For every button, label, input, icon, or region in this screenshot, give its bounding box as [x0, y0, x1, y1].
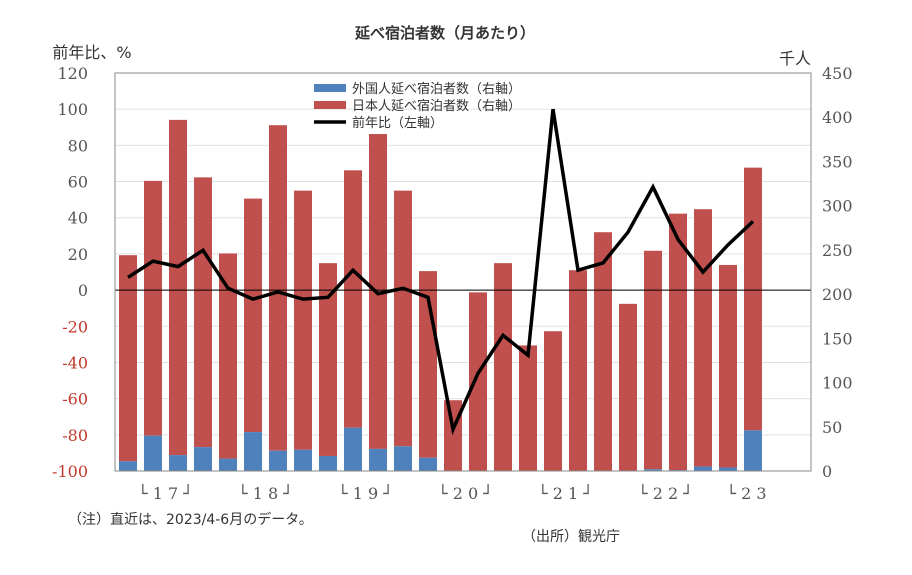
bar-foreign [744, 430, 762, 471]
bar-japanese [119, 255, 137, 462]
right-tick-label: 250 [822, 241, 853, 260]
bar-japanese [269, 125, 287, 451]
chart-title: 延べ宿泊者数（月あたり） [354, 24, 535, 42]
bar-japanese [594, 232, 612, 471]
legend-label: 外国人延べ宿泊者数（右軸） [352, 81, 521, 97]
right-tick-label: 450 [822, 64, 853, 83]
bar-japanese [494, 263, 512, 471]
x-year-label: └ 1 8 ┘ [238, 483, 293, 503]
legend-bar-swatch [314, 101, 346, 109]
source-text: （出所）観光庁 [522, 528, 620, 545]
left-tick-label: 0 [78, 281, 88, 300]
legend: 外国人延べ宿泊者数（右軸）日本人延べ宿泊者数（右軸）前年比（左軸） [314, 81, 521, 131]
bar-japanese [519, 345, 537, 471]
bar-foreign [644, 469, 662, 471]
bar-japanese [619, 303, 637, 471]
bar-japanese [344, 170, 362, 428]
bar-foreign [219, 458, 237, 471]
legend-label: 日本人延べ宿泊者数（右軸） [352, 98, 521, 114]
x-year-label: └ 2 0 ┘ [438, 483, 493, 503]
bar-japanese [319, 263, 337, 456]
bar-foreign [694, 466, 712, 471]
left-tick-label: 80 [68, 136, 88, 155]
left-axis-label: 前年比、% [52, 43, 131, 62]
x-year-label: └ 1 9 ┘ [338, 483, 393, 503]
right-tick-label: 150 [822, 329, 853, 348]
bar-foreign [319, 455, 337, 471]
left-tick-label: 60 [68, 173, 88, 192]
bar-foreign [244, 432, 262, 471]
bar-japanese [194, 177, 212, 448]
bar-japanese [719, 264, 737, 468]
bar-foreign [119, 461, 137, 471]
bar-japanese [244, 198, 262, 433]
bar-japanese [569, 270, 587, 471]
bar-japanese [219, 253, 237, 459]
left-tick-label: 40 [68, 209, 88, 228]
bar-japanese [544, 331, 562, 471]
right-tick-label: 350 [822, 152, 853, 171]
bar-japanese [644, 250, 662, 470]
left-tick-label: -20 [62, 317, 88, 336]
bar-japanese [444, 400, 462, 471]
bar-japanese [744, 167, 762, 431]
right-tick-label: 200 [822, 285, 853, 304]
left-tick-label: -40 [62, 353, 88, 372]
bar-foreign [169, 455, 187, 471]
bar-foreign [394, 446, 412, 471]
left-tick-label: -100 [52, 462, 88, 481]
bar-foreign [194, 447, 212, 471]
bar-foreign [144, 435, 162, 471]
x-year-label: └ 2 2 ┘ [638, 483, 693, 503]
left-tick-label: -60 [62, 390, 88, 409]
bar-japanese [469, 292, 487, 471]
bar-foreign [419, 457, 437, 471]
yoy-line [127, 108, 755, 436]
x-year-label: └ 2 1 ┘ [538, 483, 593, 503]
x-year-label: └ 2 3 [726, 483, 766, 503]
bar-foreign [344, 427, 362, 471]
left-tick-label: -80 [62, 426, 88, 445]
left-tick-label: 100 [57, 100, 88, 119]
right-axis-label: 千人 [779, 49, 811, 68]
bar-japanese [144, 180, 162, 436]
x-year-label: └ 1 7 ┘ [138, 483, 193, 503]
bar-foreign [719, 467, 737, 471]
bar-japanese [694, 209, 712, 467]
right-tick-label: 50 [822, 418, 842, 437]
left-tick-label: 20 [68, 245, 88, 264]
left-tick-label: 120 [57, 64, 88, 83]
right-tick-label: 300 [822, 197, 853, 216]
bar-japanese [169, 119, 187, 456]
bar-japanese [669, 213, 687, 471]
bar-japanese [294, 190, 312, 450]
right-tick-label: 100 [822, 374, 853, 393]
bar-foreign [294, 449, 312, 471]
legend-label: 前年比（左軸） [352, 115, 443, 131]
legend-bar-swatch [314, 84, 346, 92]
right-tick-label: 0 [822, 462, 832, 481]
plot-frame [114, 72, 812, 472]
note-text: （注）直近は、2023/4-6月のデータ。 [68, 511, 313, 528]
bar-foreign [269, 450, 287, 471]
right-tick-label: 400 [822, 108, 853, 127]
bar-foreign [369, 448, 387, 471]
bar-japanese [394, 190, 412, 447]
